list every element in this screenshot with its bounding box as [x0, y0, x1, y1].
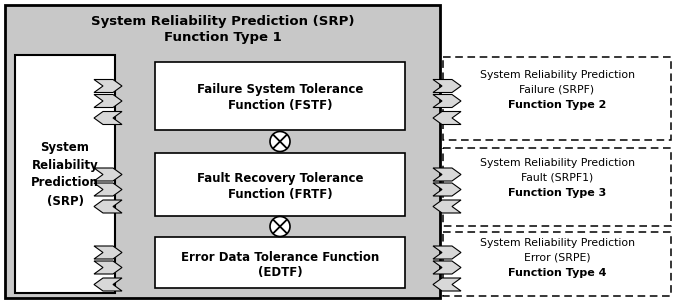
Polygon shape	[433, 246, 461, 259]
Bar	[15, 55, 115, 293]
Bar	[155, 62, 405, 130]
Polygon shape	[433, 95, 461, 107]
Polygon shape	[94, 246, 122, 259]
Polygon shape	[433, 261, 461, 274]
Circle shape	[270, 217, 290, 236]
Polygon shape	[94, 80, 122, 92]
Text: Error (SRPE): Error (SRPE)	[523, 253, 591, 263]
Bar	[155, 153, 405, 216]
Text: Fault Recovery Tolerance: Fault Recovery Tolerance	[197, 172, 363, 185]
Text: System Reliability Prediction: System Reliability Prediction	[479, 70, 635, 80]
Text: Failure System Tolerance: Failure System Tolerance	[197, 84, 363, 96]
Text: Function Type 3: Function Type 3	[508, 188, 606, 198]
Text: Function Type 2: Function Type 2	[508, 100, 606, 110]
Text: System Reliability Prediction: System Reliability Prediction	[479, 238, 635, 248]
Polygon shape	[94, 278, 122, 291]
Polygon shape	[433, 200, 461, 213]
Text: (EDTF): (EDTF)	[258, 266, 302, 279]
Bar	[120, 57, 435, 135]
Circle shape	[270, 131, 290, 152]
Text: Failure (SRPF): Failure (SRPF)	[519, 85, 595, 95]
Polygon shape	[433, 278, 461, 291]
Polygon shape	[433, 168, 461, 181]
Text: Function (FRTF): Function (FRTF)	[228, 188, 332, 201]
Polygon shape	[94, 200, 122, 213]
Polygon shape	[94, 168, 122, 181]
Text: System Reliability Prediction (SRP): System Reliability Prediction (SRP)	[91, 16, 354, 28]
Bar	[443, 57, 671, 140]
Polygon shape	[94, 261, 122, 274]
Text: System
Reliability
Prediction
(SRP): System Reliability Prediction (SRP)	[31, 141, 99, 207]
Text: Function Type 4: Function Type 4	[508, 268, 606, 278]
Polygon shape	[433, 112, 461, 124]
Text: Function Type 1: Function Type 1	[163, 31, 281, 45]
Bar	[120, 148, 435, 221]
Text: Error Data Tolerance Function: Error Data Tolerance Function	[181, 251, 379, 264]
Polygon shape	[433, 80, 461, 92]
Polygon shape	[94, 95, 122, 107]
Bar	[5, 5, 440, 298]
Polygon shape	[433, 183, 461, 196]
Text: System Reliability Prediction: System Reliability Prediction	[479, 158, 635, 168]
Text: Function (FSTF): Function (FSTF)	[228, 99, 332, 113]
Text: Fault (SRPF1): Fault (SRPF1)	[521, 173, 593, 183]
Bar	[155, 237, 405, 288]
Bar	[443, 232, 671, 296]
Bar	[443, 148, 671, 226]
Bar	[120, 232, 435, 293]
Polygon shape	[94, 112, 122, 124]
Polygon shape	[94, 183, 122, 196]
